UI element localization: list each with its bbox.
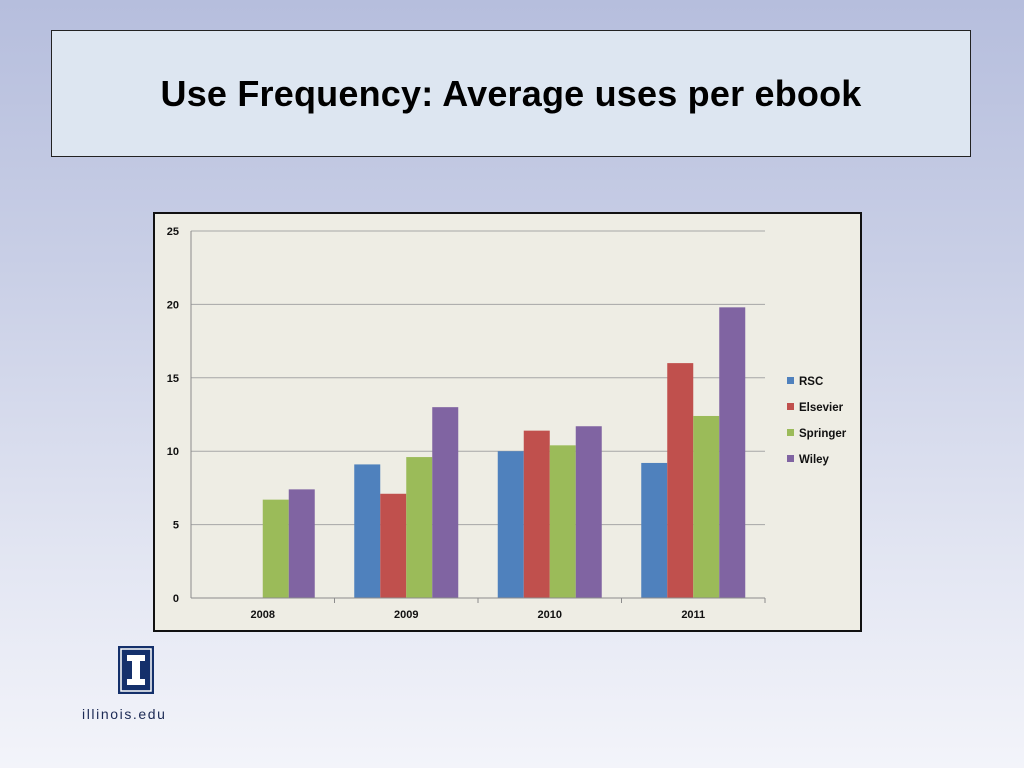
x-tick-label: 2011	[681, 609, 705, 621]
illinois-logo-icon	[118, 646, 154, 694]
bar-wiley-2011	[719, 307, 746, 598]
legend-label-wiley: Wiley	[799, 454, 830, 466]
y-tick-label: 5	[173, 520, 179, 532]
legend-label-elsevier: Elsevier	[799, 402, 844, 414]
bar-rsc-2009	[354, 464, 381, 598]
bar-springer-2010	[549, 445, 576, 598]
y-tick-label: 15	[167, 373, 179, 385]
x-tick-label: 2010	[538, 609, 562, 621]
bar-wiley-2008	[288, 489, 315, 598]
legend-swatch-springer	[787, 429, 794, 436]
y-tick-label: 25	[167, 226, 179, 238]
legend-label-springer: Springer	[799, 428, 847, 440]
y-tick-label: 10	[167, 446, 179, 458]
y-tick-label: 20	[167, 299, 179, 311]
legend: RSC Elsevier Springer Wiley	[787, 376, 847, 466]
y-tick-label: 0	[173, 593, 179, 605]
bar-rsc-2011	[641, 462, 668, 598]
legend-swatch-wiley	[787, 455, 794, 462]
bar-rsc-2010	[497, 451, 524, 598]
title-box: Use Frequency: Average uses per ebook	[51, 30, 971, 157]
chart-frame: 0 5 10 15 20 25 2008 2009 2010 2011 RSC Elsevier Sp…	[153, 212, 862, 632]
bars	[262, 307, 746, 598]
legend-swatch-elsevier	[787, 403, 794, 410]
legend-swatch-rsc	[787, 377, 794, 384]
x-tick-label: 2008	[251, 609, 275, 621]
bar-springer-2008	[262, 499, 289, 598]
bar-wiley-2009	[432, 407, 459, 598]
logo-text: illinois.edu	[82, 706, 167, 722]
bar-elsevier-2011	[667, 363, 694, 598]
bar-springer-2011	[693, 415, 720, 598]
axes: 0 5 10 15 20 25 2008 2009 2010 2011	[167, 226, 766, 621]
legend-label-rsc: RSC	[799, 376, 823, 388]
bar-elsevier-2009	[380, 493, 407, 598]
bar-wiley-2010	[575, 426, 602, 598]
bar-chart: 0 5 10 15 20 25 2008 2009 2010 2011 RSC Elsevier Sp…	[167, 226, 847, 621]
bar-elsevier-2010	[523, 430, 550, 598]
bar-springer-2009	[406, 457, 433, 598]
slide-title: Use Frequency: Average uses per ebook	[160, 72, 862, 114]
x-tick-label: 2009	[394, 609, 418, 621]
